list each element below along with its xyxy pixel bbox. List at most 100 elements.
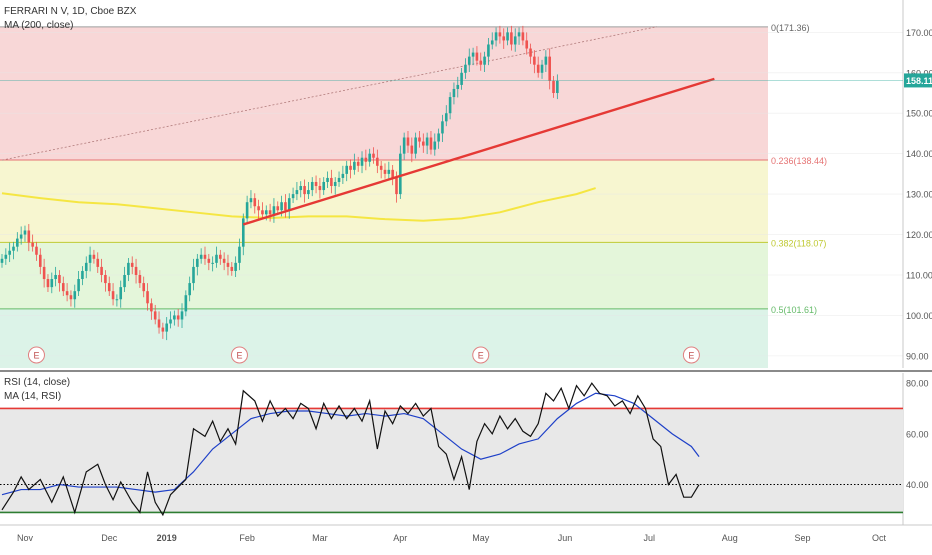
candle-body [211,262,214,264]
time-tick-label: Jul [644,533,656,543]
candle-body [123,274,126,288]
candle-body [54,274,57,280]
candle-body [379,165,383,170]
candle-body [287,198,291,211]
fib-zone [0,26,768,160]
candle-body [502,36,506,41]
rsi-tick-label: 40.00 [906,480,929,490]
candle-body [471,52,475,57]
candle-body [111,291,115,300]
candle-body [395,177,398,195]
candle-body [146,291,149,304]
price-tick-label: 130.00 [906,190,932,200]
candle-body [406,137,410,146]
time-axis-bg [0,525,932,550]
candle-body [127,262,130,275]
rsi-band-fill [0,408,903,513]
rsi-tick-label: 60.00 [906,429,929,439]
candle-body [402,137,406,154]
candle-body [245,202,249,219]
candle-body [150,303,153,312]
time-tick-label: Apr [393,533,407,543]
rsi-axis[interactable]: 40.00 60.00 80.00 [906,379,929,490]
symbol-title: FERRARI N V, 1D, Cboe BZX [4,6,137,17]
candle-body [475,52,479,61]
candle-body [498,32,502,37]
candle-body [425,137,429,146]
candle-body [467,56,471,65]
candle-body [130,262,134,267]
price-tick-label: 170.00 [906,28,932,38]
candle-body [483,56,486,65]
ma200-line [1,187,596,222]
rsi-indicator-label[interactable]: RSI (14, close) [4,377,71,388]
candle-body [326,177,329,182]
candle-body [318,186,322,191]
candle-body [506,32,509,41]
candle-body [180,311,184,320]
candle-body [69,295,73,300]
candle-body [253,198,257,207]
candle-body [12,246,15,251]
time-tick-label: Sep [794,533,810,543]
candle-body [42,266,46,280]
ma-indicator-label[interactable]: MA (200, close) [4,20,74,31]
price-tick-label: 100.00 [906,311,932,321]
candle-body [360,157,364,166]
candle-body [199,254,203,259]
candle-body [441,121,444,134]
candle-body [261,210,264,215]
candle-body [494,32,498,41]
candle-body [161,327,165,332]
candle-body [100,266,103,275]
price-tick-label: 120.00 [906,230,932,240]
candle-body [330,177,333,187]
fib-zone [0,242,768,309]
candle-body [104,274,107,284]
time-axis[interactable]: Nov Dec 2019 Feb Mar Apr May Jun Jul Aug Sep Oct [0,524,932,550]
candle-body [165,323,168,332]
candle-body [544,56,548,65]
candle-body [303,186,306,195]
candle-body [540,64,544,73]
rsi-ma-indicator-label[interactable]: MA (14, RSI) [4,391,62,402]
candle-body [169,319,172,324]
candle-body [536,64,540,73]
ma200-series [1,187,596,222]
candle-body [4,254,8,259]
candle-body [249,198,253,203]
candle-body [280,202,283,211]
earnings-marker-label: E [33,351,39,361]
price-tick-label: 140.00 [906,149,932,159]
candle-body [521,32,525,41]
trendline-group[interactable] [242,77,715,226]
candle-body [16,238,19,247]
earnings-marker-label: E [236,351,242,361]
candle-body [8,250,11,255]
dashed-fib-line [1,26,658,161]
candle-body [299,186,303,191]
candle-body [219,254,222,259]
candle-body [552,80,555,94]
time-tick-label: Nov [17,533,34,543]
candle-body [238,246,241,263]
candle-body [410,145,414,154]
candle-body [444,113,448,122]
candle-body [533,56,536,65]
candle-body [207,258,211,263]
candle-body [73,291,77,300]
candle-body [188,283,191,296]
candle-body [77,279,80,292]
candle-series [0,25,559,341]
price-tick-label: 110.00 [906,270,932,280]
candle-body [368,153,371,162]
earnings-marker-circle [472,346,490,364]
candle-body [61,283,65,292]
candle-body [364,157,368,162]
candle-body [487,44,490,57]
candle-body [264,210,268,215]
time-tick-label: Dec [101,533,118,543]
